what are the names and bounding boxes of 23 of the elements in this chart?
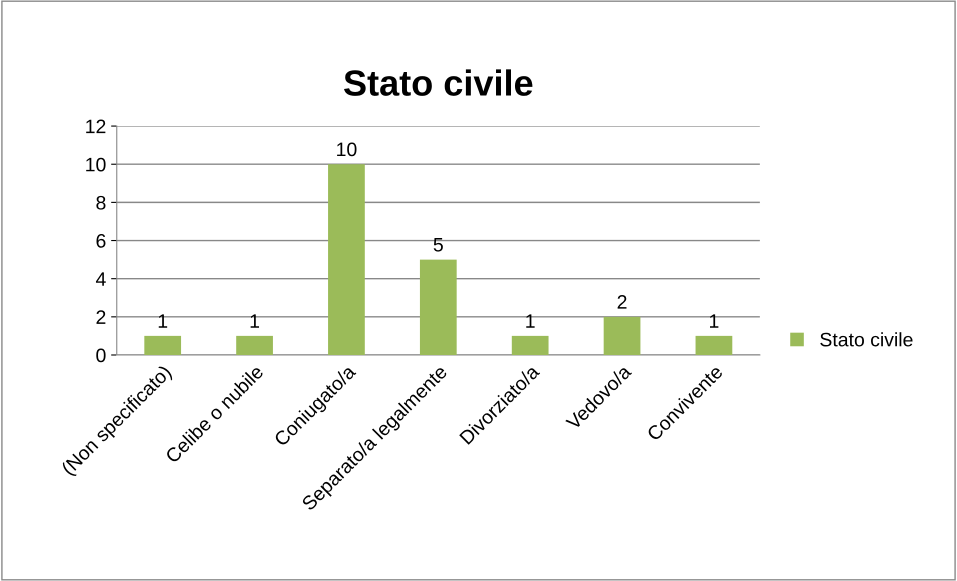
bar [696, 336, 732, 355]
y-tick-label: 12 [86, 120, 106, 134]
data-label: 1 [158, 314, 168, 328]
bar [144, 336, 182, 355]
bar [512, 336, 549, 355]
y-tick-label: 10 [86, 158, 106, 172]
data-label: 1 [710, 314, 718, 328]
data-label: 10 [337, 142, 356, 156]
y-tick-label: 8 [96, 196, 106, 210]
bar [604, 316, 640, 355]
y-tick-label: 6 [96, 234, 106, 248]
data-label: 5 [434, 238, 443, 252]
y-tick-label: 0 [96, 348, 106, 362]
bar [420, 260, 457, 355]
y-tick-label: 2 [96, 310, 106, 324]
data-label: 1 [250, 314, 260, 328]
legend-label: Stato civile [820, 332, 913, 346]
data-label: 2 [618, 295, 626, 309]
y-tick-label: 4 [96, 272, 106, 286]
bar [328, 164, 365, 355]
chart-title: Stato civile [344, 69, 532, 96]
data-label: 1 [526, 314, 535, 328]
bar [236, 336, 273, 355]
